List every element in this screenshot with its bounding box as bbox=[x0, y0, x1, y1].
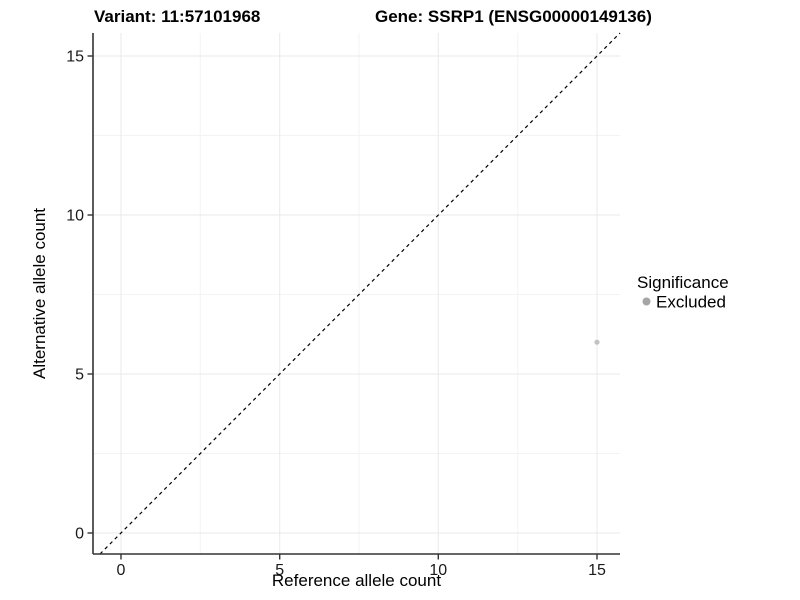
legend-entry-excluded: Excluded bbox=[656, 293, 726, 312]
legend: Significance Excluded bbox=[637, 273, 729, 312]
y-axis-tick-labels: 0 5 10 15 bbox=[66, 49, 84, 543]
y-axis-title: Alternative allele count bbox=[30, 208, 49, 379]
x-tick-10: 10 bbox=[429, 562, 447, 579]
x-tick-5: 5 bbox=[275, 562, 284, 579]
x-axis-tick-labels: 0 5 10 15 bbox=[117, 562, 606, 579]
data-point bbox=[594, 339, 600, 345]
x-axis-title: Reference allele count bbox=[272, 571, 441, 590]
plot-title-variant: Variant: 11:57101968 bbox=[94, 7, 260, 26]
y-axis-ticks bbox=[87, 55, 93, 534]
y-tick-0: 0 bbox=[75, 526, 84, 543]
legend-title: Significance bbox=[637, 273, 729, 292]
gridlines bbox=[93, 33, 620, 554]
x-tick-0: 0 bbox=[117, 562, 126, 579]
y-tick-15: 15 bbox=[66, 49, 84, 66]
plot-title-gene: Gene: SSRP1 (ENSG00000149136) bbox=[375, 7, 652, 26]
x-axis-ticks bbox=[120, 554, 598, 560]
y-tick-5: 5 bbox=[75, 367, 84, 384]
legend-key-dot-icon bbox=[642, 297, 651, 306]
y-tick-10: 10 bbox=[66, 208, 84, 225]
axis-lines bbox=[92, 33, 620, 555]
identity-line bbox=[99, 32, 621, 555]
x-tick-15: 15 bbox=[588, 562, 606, 579]
